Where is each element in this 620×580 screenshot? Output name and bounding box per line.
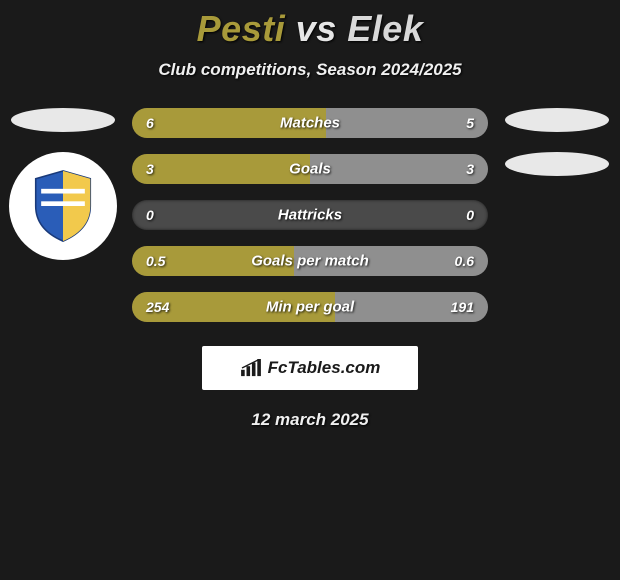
stat-bar-left bbox=[132, 154, 310, 184]
player2-photo-placeholder bbox=[505, 108, 609, 132]
player2-club-placeholder bbox=[505, 152, 609, 176]
stat-row: 0.5 0.6 Goals per match bbox=[132, 246, 488, 276]
stat-label: Min per goal bbox=[266, 299, 354, 316]
brand-badge: FcTables.com bbox=[202, 346, 418, 390]
subtitle: Club competitions, Season 2024/2025 bbox=[0, 60, 620, 80]
stat-bar-right bbox=[326, 108, 488, 138]
stat-value-right: 3 bbox=[466, 161, 474, 177]
stat-label: Goals bbox=[289, 161, 331, 178]
right-column bbox=[502, 108, 612, 176]
stat-value-right: 5 bbox=[466, 115, 474, 131]
vs-label: vs bbox=[296, 8, 337, 49]
stat-value-left: 6 bbox=[146, 115, 154, 131]
left-column bbox=[8, 108, 118, 260]
stat-label: Hattricks bbox=[278, 207, 342, 224]
stat-bar-right bbox=[310, 154, 488, 184]
stats-list: 6 5 Matches 3 3 Goals 0 0 Hattricks 0.5 0.6 Goals p… bbox=[132, 108, 488, 322]
brand-text: FcTables.com bbox=[268, 358, 381, 378]
bar-chart-icon bbox=[240, 359, 262, 377]
player2-name: Elek bbox=[347, 8, 423, 49]
page-title: Pesti vs Elek bbox=[0, 8, 620, 50]
stat-value-left: 0 bbox=[146, 207, 154, 223]
main-row: 6 5 Matches 3 3 Goals 0 0 Hattricks 0.5 0.6 Goals p… bbox=[0, 108, 620, 322]
stat-value-right: 0 bbox=[466, 207, 474, 223]
date-label: 12 march 2025 bbox=[0, 410, 620, 430]
shield-icon bbox=[24, 167, 102, 245]
stat-row: 3 3 Goals bbox=[132, 154, 488, 184]
player1-club-logo bbox=[9, 152, 117, 260]
stat-label: Matches bbox=[280, 115, 340, 132]
stat-value-right: 0.6 bbox=[455, 253, 474, 269]
stat-value-left: 254 bbox=[146, 299, 169, 315]
content: Pesti vs Elek Club competitions, Season … bbox=[0, 0, 620, 430]
player1-photo-placeholder bbox=[11, 108, 115, 132]
stat-row: 6 5 Matches bbox=[132, 108, 488, 138]
stat-row: 0 0 Hattricks bbox=[132, 200, 488, 230]
stat-value-right: 191 bbox=[451, 299, 474, 315]
player1-name: Pesti bbox=[197, 8, 286, 49]
stat-value-left: 0.5 bbox=[146, 253, 165, 269]
stat-value-left: 3 bbox=[146, 161, 154, 177]
stat-row: 254 191 Min per goal bbox=[132, 292, 488, 322]
stat-label: Goals per match bbox=[251, 253, 369, 270]
